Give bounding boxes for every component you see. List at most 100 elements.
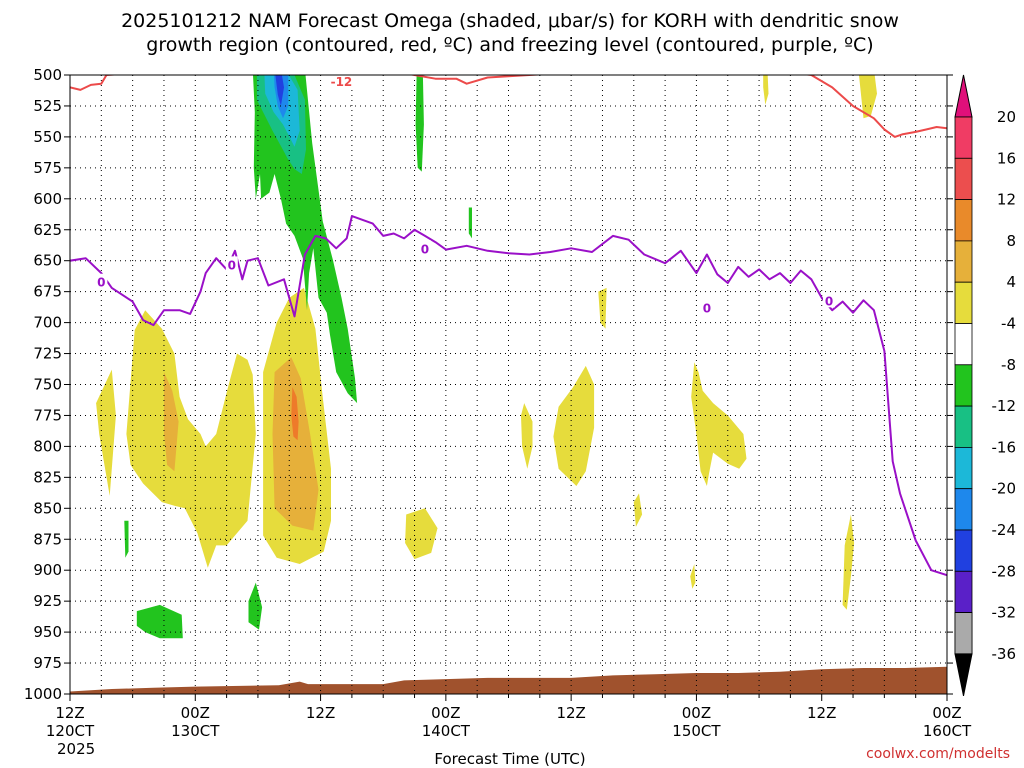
omega-region-12 bbox=[690, 564, 696, 589]
omega-region-11 bbox=[691, 362, 747, 486]
omega-shading bbox=[96, 75, 877, 639]
omega-region-15 bbox=[763, 75, 769, 105]
colorbar-segment bbox=[954, 570, 973, 613]
contour-label-bg bbox=[418, 240, 431, 256]
terrain-polygon bbox=[70, 666, 947, 694]
colorbar-label: -8 bbox=[1001, 356, 1016, 374]
contour-label: 0 bbox=[97, 276, 105, 290]
x-tick-label: 130CT bbox=[171, 722, 220, 740]
y-tick-label: 950 bbox=[33, 623, 62, 641]
contour-label-bg bbox=[95, 273, 108, 289]
colorbar-segment bbox=[954, 157, 973, 201]
colorbar-label: -16 bbox=[992, 438, 1017, 456]
x-tick-label: 160CT bbox=[923, 722, 972, 740]
omega-region-0 bbox=[96, 369, 116, 496]
x-axis-label: Forecast Time (UTC) bbox=[434, 750, 585, 768]
y-tick-label: 675 bbox=[33, 283, 62, 301]
contour-label-bg bbox=[225, 256, 238, 272]
contour-label-bg bbox=[700, 299, 713, 315]
x-tick-label: 00Z bbox=[431, 704, 460, 722]
terrain-fill bbox=[70, 666, 947, 694]
omega-region-1 bbox=[126, 310, 256, 568]
contour-line-0 bbox=[70, 215, 947, 577]
colorbar-label: 20 bbox=[997, 108, 1016, 126]
gridlines bbox=[69, 74, 948, 695]
colorbar-bottom-arrow bbox=[954, 653, 973, 696]
y-tick-label: 625 bbox=[33, 221, 62, 239]
omega-region-16 bbox=[253, 75, 358, 404]
omega-region-21 bbox=[415, 75, 424, 172]
x-tick-label: 2025 bbox=[57, 740, 95, 758]
plot-area: 0 0 0 0 0 -12 bbox=[69, 74, 948, 695]
colorbar: 20 16 12 8 4 -4 -8 -12 -16 -20 -24 -28 -32 -36 bbox=[954, 74, 1017, 696]
y-tick-label: 775 bbox=[33, 406, 62, 424]
contour-label-bg bbox=[327, 75, 356, 89]
omega-region-5 bbox=[291, 387, 299, 441]
y-tick-label: 925 bbox=[33, 592, 62, 610]
x-tick-label: 00Z bbox=[682, 704, 711, 722]
contour-line-1 bbox=[70, 75, 947, 138]
y-tick-label: 850 bbox=[33, 499, 62, 517]
colorbar-label: -32 bbox=[992, 604, 1017, 622]
omega-region-23 bbox=[136, 604, 183, 639]
colorbar-label: 12 bbox=[997, 191, 1016, 209]
colorbar-label: 16 bbox=[997, 149, 1016, 167]
x-tick-label: 150CT bbox=[672, 722, 721, 740]
omega-region-24 bbox=[248, 582, 263, 630]
contour-label: 0 bbox=[421, 242, 429, 256]
chart-title-line2: growth region (contoured, red, ºC) and f… bbox=[146, 34, 873, 56]
x-tick-label: 00Z bbox=[932, 704, 961, 722]
colorbar-label: -12 bbox=[992, 397, 1017, 415]
credit-text: coolwx.com/modelts bbox=[866, 746, 1010, 762]
colorbar-label: -24 bbox=[992, 521, 1017, 539]
y-tick-label: 900 bbox=[33, 561, 62, 579]
y-tick-label: 800 bbox=[33, 437, 62, 455]
colorbar-label: 8 bbox=[1006, 232, 1016, 250]
colorbar-segment bbox=[954, 323, 973, 366]
y-tick-label: 750 bbox=[33, 376, 62, 394]
x-tick-label: 140CT bbox=[422, 722, 471, 740]
colorbar-label: 4 bbox=[1006, 273, 1016, 291]
omega-region-10 bbox=[633, 493, 643, 527]
chart-title-line1: 2025101212 NAM Forecast Omega (shaded, μ… bbox=[121, 10, 899, 32]
x-tick-label: 12Z bbox=[55, 704, 84, 722]
colorbar-label: -20 bbox=[992, 480, 1017, 498]
colorbar-label: -36 bbox=[992, 645, 1017, 663]
y-tick-label: 550 bbox=[33, 128, 62, 146]
y-tick-label: 825 bbox=[33, 468, 62, 486]
colorbar-top-arrow bbox=[954, 74, 973, 118]
y-tick-label: 700 bbox=[33, 314, 62, 332]
x-tick-label: 12Z bbox=[807, 704, 836, 722]
omega-region-25 bbox=[124, 520, 129, 558]
omega-region-9 bbox=[598, 287, 607, 329]
colorbar-segment bbox=[954, 529, 973, 572]
y-axis: 500 525 550 575 600 625 650 675 700 725 750 775 800 8… bbox=[24, 66, 953, 703]
omega-region-20 bbox=[275, 75, 284, 106]
colorbar-segment bbox=[954, 364, 973, 407]
colorbar-segment-grey bbox=[954, 612, 973, 655]
colorbar-segment bbox=[954, 405, 973, 448]
y-tick-label: 875 bbox=[33, 530, 62, 548]
y-tick-label: 975 bbox=[33, 654, 62, 672]
omega-region-8 bbox=[553, 365, 595, 486]
y-tick-label: 525 bbox=[33, 97, 62, 115]
y-tick-label: 575 bbox=[33, 159, 62, 177]
y-tick-label: 650 bbox=[33, 252, 62, 270]
contours: 0 0 0 0 0 -12 bbox=[70, 75, 947, 577]
colorbar-segment bbox=[954, 281, 973, 324]
colorbar-label: -28 bbox=[992, 562, 1017, 580]
colorbar-segment bbox=[954, 116, 973, 159]
omega-region-7 bbox=[521, 403, 533, 469]
x-tick-label: 00Z bbox=[181, 704, 210, 722]
colorbar-segment bbox=[954, 199, 973, 242]
y-tick-label: 725 bbox=[33, 345, 62, 363]
colorbar-segment bbox=[954, 488, 973, 531]
x-tick-label: 120CT bbox=[46, 722, 95, 740]
x-tick-label: 12Z bbox=[556, 704, 585, 722]
y-tick-label: 1000 bbox=[24, 685, 62, 703]
colorbar-segment bbox=[954, 446, 973, 490]
omega-region-22 bbox=[468, 207, 472, 239]
y-tick-label: 500 bbox=[33, 66, 62, 84]
